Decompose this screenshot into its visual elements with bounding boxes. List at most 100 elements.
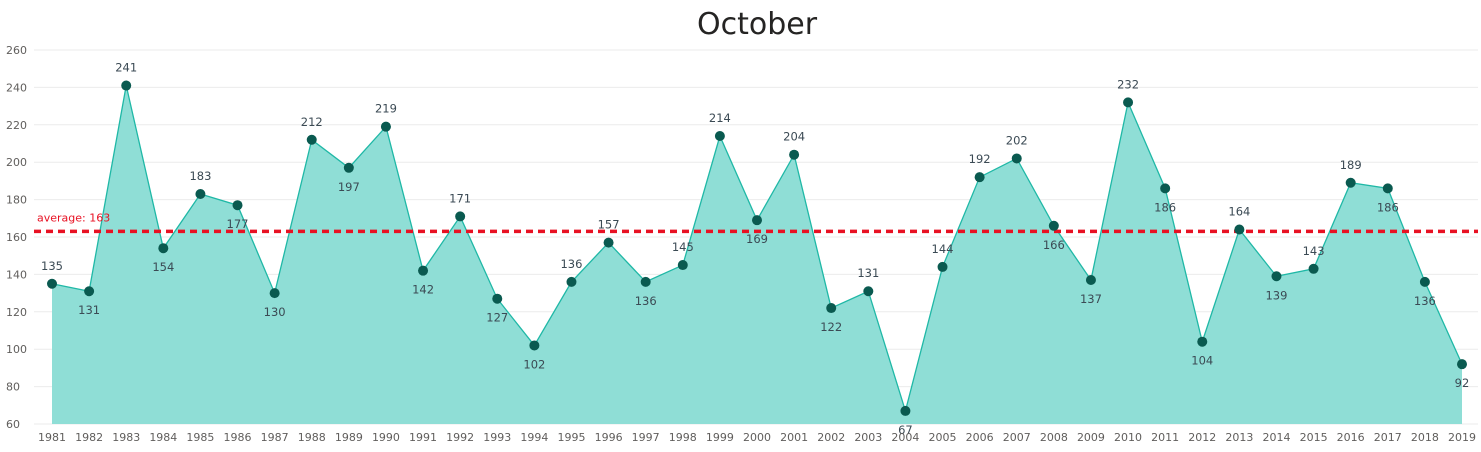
x-tick-label: 1989 (335, 431, 363, 444)
data-point (84, 286, 95, 297)
data-point (1123, 97, 1134, 108)
data-points (47, 80, 1467, 416)
x-tick-label: 2012 (1188, 431, 1216, 444)
x-tick-label: 2018 (1411, 431, 1439, 444)
x-tick-label: 2010 (1114, 431, 1142, 444)
data-point (603, 237, 614, 248)
x-tick-label: 1981 (38, 431, 66, 444)
data-labels: 135 131 241 154 183 177 130 212 197 219 142 171 127 1… (41, 61, 1469, 437)
data-point (566, 276, 577, 287)
data-label: 104 (1191, 354, 1213, 368)
data-point (1382, 183, 1393, 194)
data-point (195, 188, 206, 199)
x-tick-label: 1985 (186, 431, 214, 444)
data-point (1234, 224, 1245, 235)
data-label: 212 (301, 115, 323, 129)
x-tick-label: 2006 (966, 431, 994, 444)
area-fill (52, 85, 1462, 424)
average-label: average: 163 (37, 211, 110, 224)
chart-title: October (697, 7, 818, 42)
x-tick-label: 2016 (1337, 431, 1365, 444)
data-point (269, 288, 280, 299)
data-label: 177 (227, 217, 249, 231)
data-label: 102 (523, 357, 545, 371)
x-tick-label: 1983 (112, 431, 140, 444)
data-label: 219 (375, 102, 397, 116)
y-tick-label: 200 (6, 156, 27, 169)
data-point (380, 121, 391, 132)
data-label: 136 (635, 294, 657, 308)
y-axis-ticks: 60 80 100 120 140 160 180 200 220 240 260 (6, 44, 27, 431)
data-point (1419, 276, 1430, 287)
x-tick-label: 1982 (75, 431, 103, 444)
data-point (492, 293, 503, 304)
x-tick-label: 2000 (743, 431, 771, 444)
data-label: 67 (898, 423, 913, 437)
y-tick-label: 180 (6, 194, 27, 207)
data-point (640, 276, 651, 287)
data-point (789, 149, 800, 160)
x-tick-label: 2009 (1077, 431, 1105, 444)
y-tick-label: 100 (6, 343, 27, 356)
data-label: 131 (78, 303, 100, 317)
y-tick-label: 240 (6, 81, 27, 94)
data-point (158, 243, 169, 254)
data-label: 142 (412, 283, 434, 297)
x-tick-label: 2019 (1448, 431, 1476, 444)
y-tick-label: 120 (6, 306, 27, 319)
x-tick-label: 2017 (1374, 431, 1402, 444)
data-point (306, 134, 317, 145)
data-label: 232 (1117, 77, 1139, 91)
data-point (47, 278, 57, 289)
data-label: 164 (1228, 205, 1250, 219)
data-label: 130 (264, 305, 286, 319)
x-tick-label: 1993 (483, 431, 511, 444)
data-label: 186 (1154, 200, 1176, 214)
x-tick-label: 1996 (595, 431, 623, 444)
x-tick-label: 1988 (298, 431, 326, 444)
y-tick-label: 160 (6, 231, 27, 244)
y-tick-label: 80 (6, 381, 20, 394)
data-label: 197 (338, 180, 360, 194)
data-label: 154 (152, 260, 174, 274)
x-tick-label: 2002 (817, 431, 845, 444)
x-tick-label: 2008 (1040, 431, 1068, 444)
data-label: 143 (1303, 244, 1325, 258)
data-point (1457, 359, 1467, 370)
x-tick-label: 1987 (261, 431, 289, 444)
data-label: 171 (449, 191, 471, 205)
data-point (232, 200, 243, 211)
data-point (1308, 263, 1319, 274)
data-label: 135 (41, 259, 63, 273)
data-point (863, 286, 874, 297)
x-tick-label: 2001 (780, 431, 808, 444)
y-tick-label: 220 (6, 119, 27, 132)
data-point (752, 215, 762, 226)
data-label: 241 (115, 61, 137, 75)
data-label: 186 (1377, 200, 1399, 214)
data-point (677, 260, 688, 271)
y-tick-label: 60 (6, 418, 20, 431)
x-tick-label: 1986 (224, 431, 252, 444)
x-tick-label: 2014 (1262, 431, 1290, 444)
data-point (121, 80, 132, 91)
data-label: 214 (709, 111, 731, 125)
x-tick-label: 1990 (372, 431, 400, 444)
data-label: 144 (932, 242, 954, 256)
data-label: 189 (1340, 158, 1362, 172)
data-point (1085, 275, 1096, 286)
data-point (343, 162, 354, 173)
data-point (900, 405, 911, 416)
x-tick-label: 1992 (446, 431, 474, 444)
x-tick-label: 1998 (669, 431, 697, 444)
data-point (937, 261, 948, 272)
data-label: 131 (857, 266, 879, 280)
data-label: 204 (783, 130, 805, 144)
x-tick-label: 2004 (891, 431, 919, 444)
data-label: 127 (486, 311, 508, 325)
x-tick-label: 1994 (520, 431, 548, 444)
data-point (1048, 220, 1059, 231)
x-tick-label: 1999 (706, 431, 734, 444)
data-point (418, 265, 429, 276)
